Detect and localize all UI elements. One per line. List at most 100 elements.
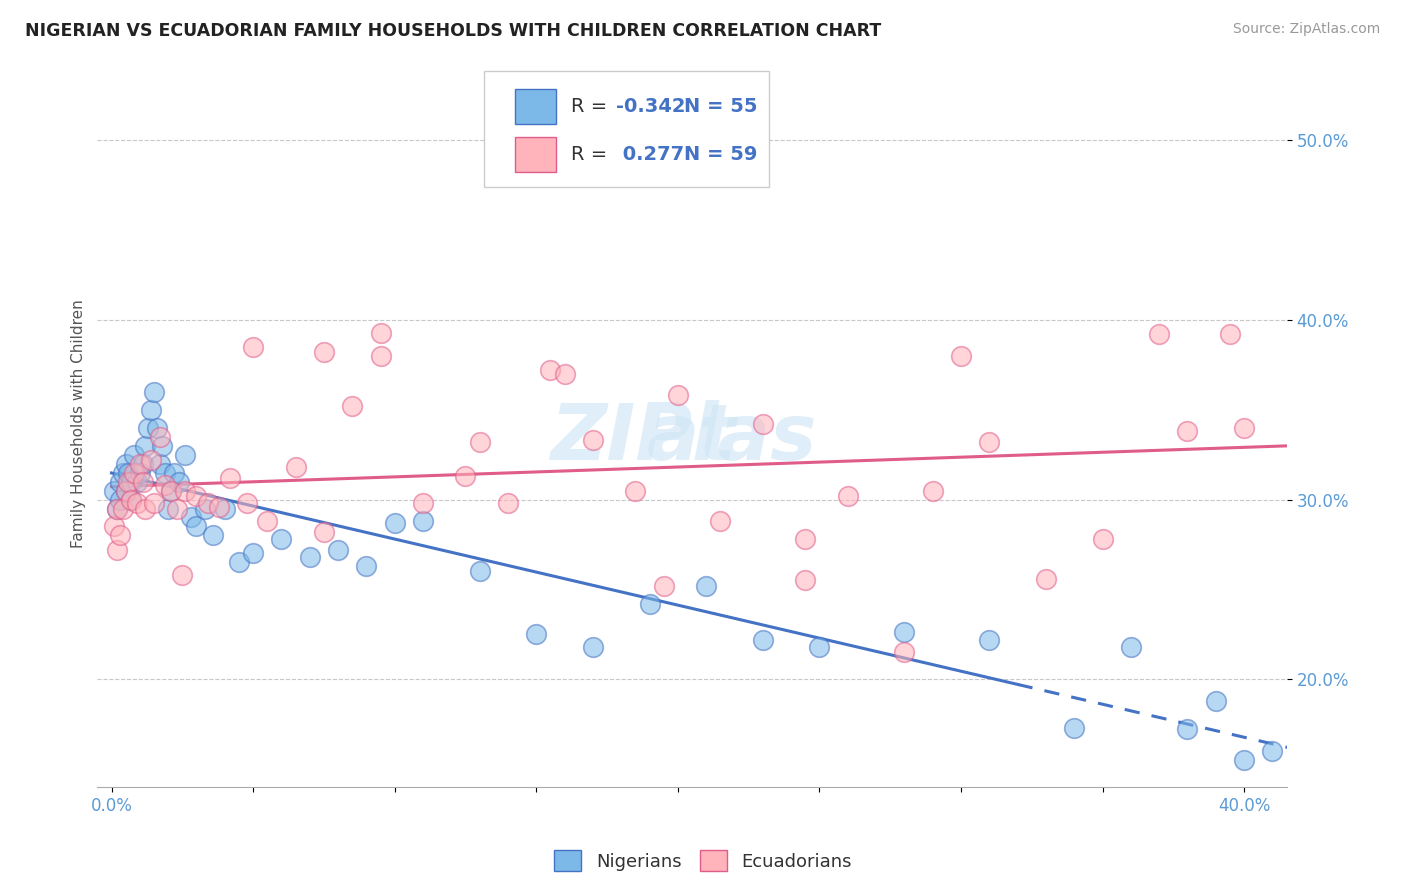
Text: R =: R =: [571, 145, 613, 163]
Point: [1177, 425, 1199, 439]
Point: [105, 542, 128, 557]
Point: [152, 439, 174, 453]
Point: [117, 466, 139, 480]
Point: [128, 466, 150, 480]
Point: [370, 349, 392, 363]
Legend: Nigerians, Ecuadorians: Nigerians, Ecuadorians: [547, 843, 859, 879]
Point: [695, 579, 717, 593]
Point: [131, 457, 153, 471]
Point: [160, 483, 183, 498]
Point: [582, 640, 605, 654]
Point: [979, 435, 1001, 450]
Point: [412, 496, 434, 510]
Point: [370, 326, 392, 340]
Point: [1147, 327, 1170, 342]
Point: [174, 448, 197, 462]
Point: [155, 466, 177, 480]
Point: [893, 625, 915, 640]
Point: [208, 500, 231, 514]
Point: [108, 528, 131, 542]
Text: Source: ZipAtlas.com: Source: ZipAtlas.com: [1233, 22, 1381, 37]
Point: [242, 546, 264, 560]
Text: -0.342: -0.342: [616, 97, 685, 116]
Point: [794, 532, 817, 546]
Point: [146, 420, 169, 434]
Point: [163, 466, 186, 480]
Point: [312, 524, 335, 539]
Text: NIGERIAN VS ECUADORIAN FAMILY HOUSEHOLDS WITH CHILDREN CORRELATION CHART: NIGERIAN VS ECUADORIAN FAMILY HOUSEHOLDS…: [25, 22, 882, 40]
Point: [1219, 327, 1241, 342]
Point: [468, 565, 491, 579]
Point: [340, 399, 363, 413]
Text: 0.277: 0.277: [616, 145, 683, 163]
Point: [128, 457, 150, 471]
Point: [1063, 721, 1085, 735]
Point: [228, 555, 250, 569]
Point: [136, 420, 159, 434]
Point: [174, 483, 197, 498]
Point: [794, 574, 817, 588]
Point: [242, 340, 264, 354]
Point: [638, 597, 661, 611]
Point: [141, 453, 163, 467]
Point: [122, 448, 145, 462]
Text: ZIP: ZIP: [550, 400, 692, 475]
Point: [554, 367, 576, 381]
Point: [666, 388, 689, 402]
Point: [752, 632, 775, 647]
Point: [149, 430, 172, 444]
Point: [524, 627, 547, 641]
Point: [120, 492, 142, 507]
Point: [1233, 753, 1256, 767]
Point: [169, 475, 191, 489]
Point: [120, 475, 142, 489]
Point: [496, 496, 519, 510]
Point: [131, 475, 153, 489]
Point: [356, 558, 378, 573]
Point: [180, 510, 202, 524]
Point: [108, 475, 131, 489]
Point: [202, 528, 225, 542]
Point: [1205, 693, 1227, 707]
Point: [160, 483, 183, 498]
Point: [103, 483, 125, 498]
Point: [538, 363, 561, 377]
Point: [114, 457, 136, 471]
Point: [468, 435, 491, 450]
Point: [284, 460, 307, 475]
Point: [114, 483, 136, 498]
Point: [921, 483, 943, 498]
Point: [117, 475, 139, 489]
Point: [412, 514, 434, 528]
Point: [143, 496, 166, 510]
Point: [125, 496, 148, 510]
Point: [143, 384, 166, 399]
Point: [120, 492, 142, 507]
Point: [166, 501, 188, 516]
Point: [111, 501, 134, 516]
Point: [186, 519, 208, 533]
Point: [1035, 572, 1057, 586]
FancyBboxPatch shape: [484, 70, 769, 186]
FancyBboxPatch shape: [515, 89, 557, 124]
Point: [105, 501, 128, 516]
Point: [326, 542, 349, 557]
Point: [108, 492, 131, 507]
FancyBboxPatch shape: [515, 136, 557, 171]
Point: [141, 402, 163, 417]
Point: [172, 568, 194, 582]
Point: [949, 349, 972, 363]
Point: [1261, 744, 1284, 758]
Point: [1119, 640, 1142, 654]
Point: [752, 417, 775, 431]
Point: [111, 466, 134, 480]
Point: [979, 632, 1001, 647]
Point: [157, 501, 180, 516]
Point: [384, 516, 406, 530]
Point: [1233, 420, 1256, 434]
Point: [155, 478, 177, 492]
Point: [214, 501, 236, 516]
Point: [454, 469, 477, 483]
Point: [270, 532, 292, 546]
Y-axis label: Family Households with Children: Family Households with Children: [72, 299, 86, 548]
